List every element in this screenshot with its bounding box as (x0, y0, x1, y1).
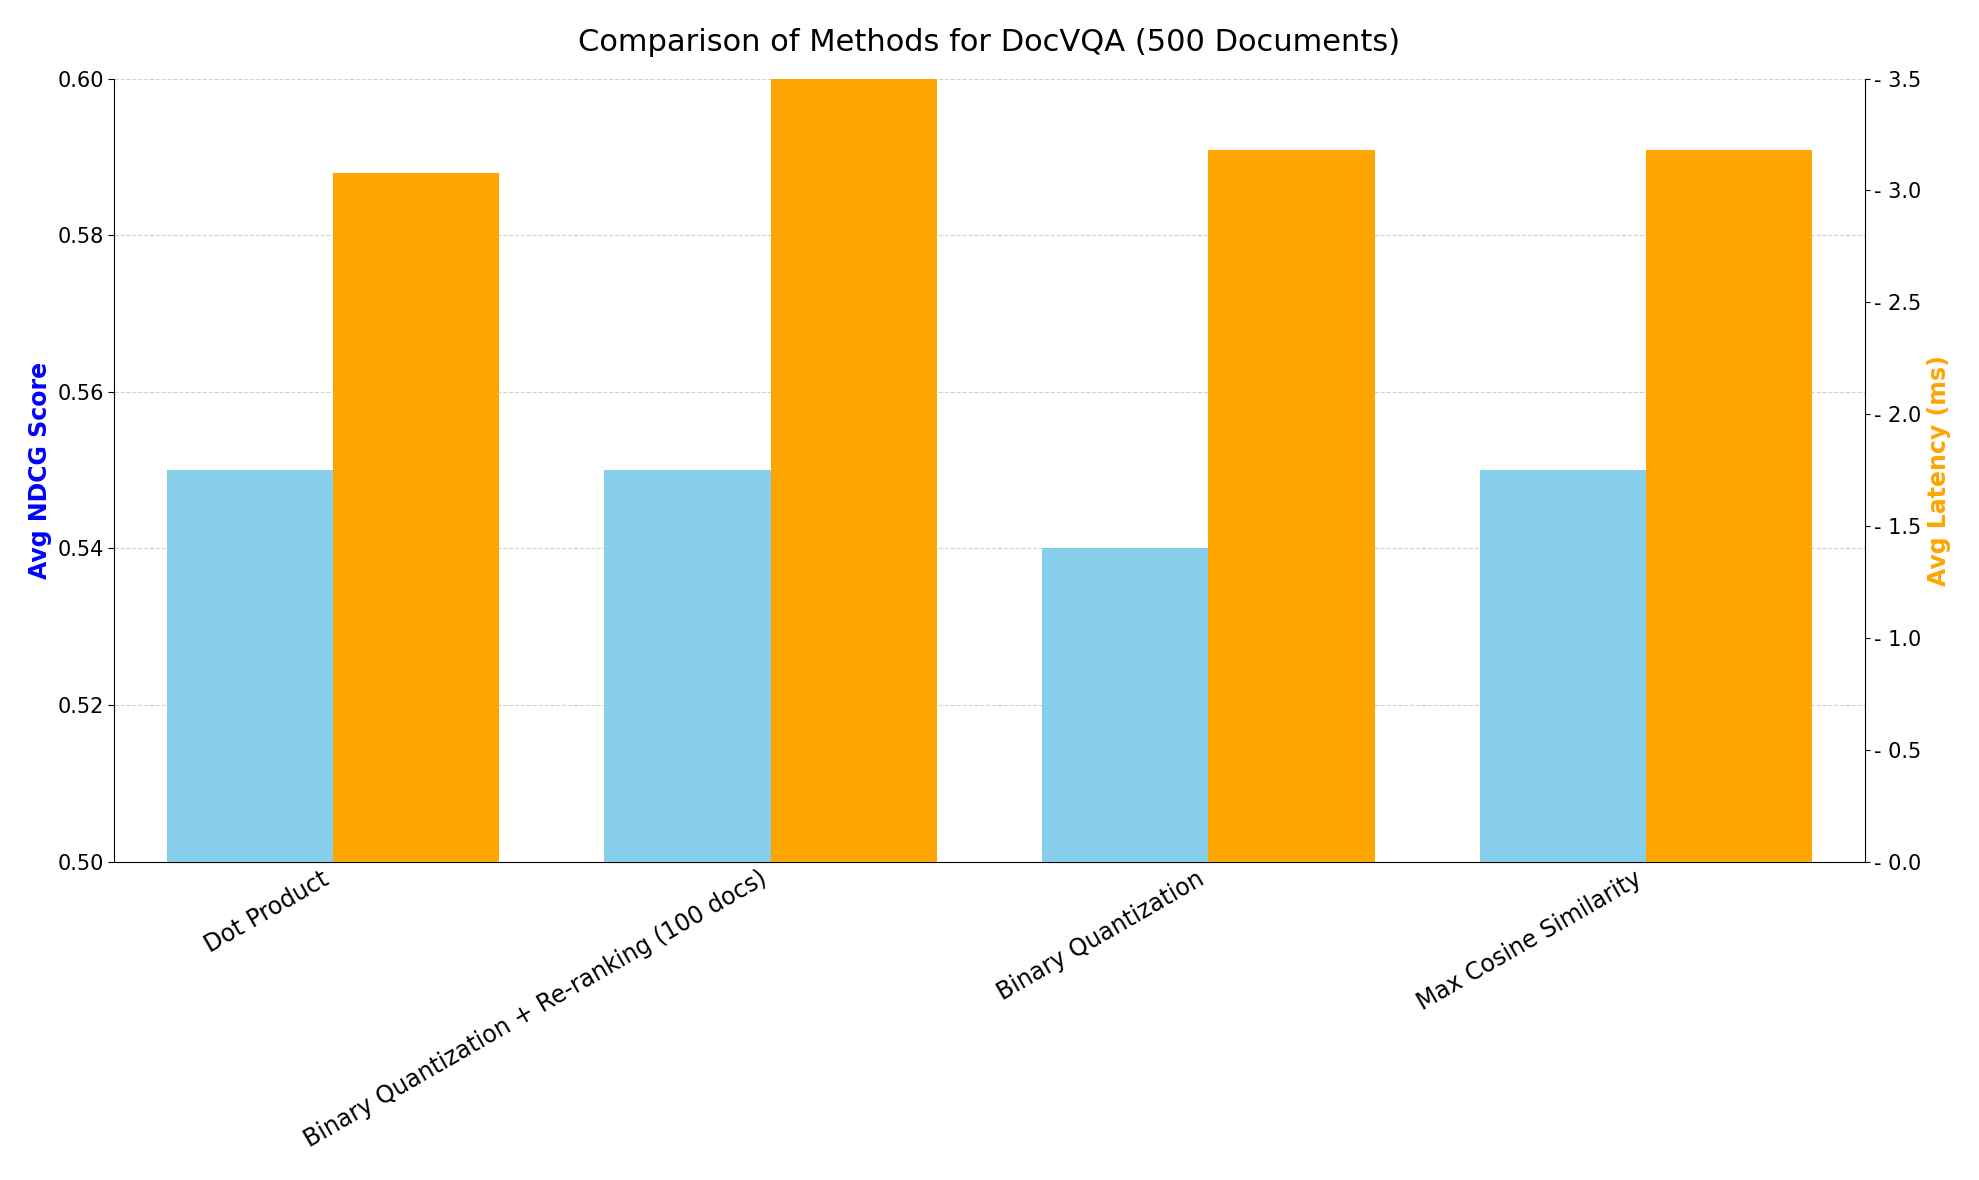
Y-axis label: Avg Latency (ms): Avg Latency (ms) (1928, 355, 1951, 585)
Bar (770, 70, 936, 861)
Bar (1480, 470, 1647, 1180)
Bar (1209, 150, 1375, 861)
Bar (1647, 150, 1813, 861)
Title: Comparison of Methods for DocVQA (500 Documents): Comparison of Methods for DocVQA (500 Do… (578, 28, 1401, 57)
Bar (1043, 549, 1209, 1180)
Bar (332, 172, 499, 861)
Y-axis label: Avg NDCG Score: Avg NDCG Score (28, 361, 51, 578)
Bar (166, 470, 332, 1180)
Bar (604, 470, 770, 1180)
